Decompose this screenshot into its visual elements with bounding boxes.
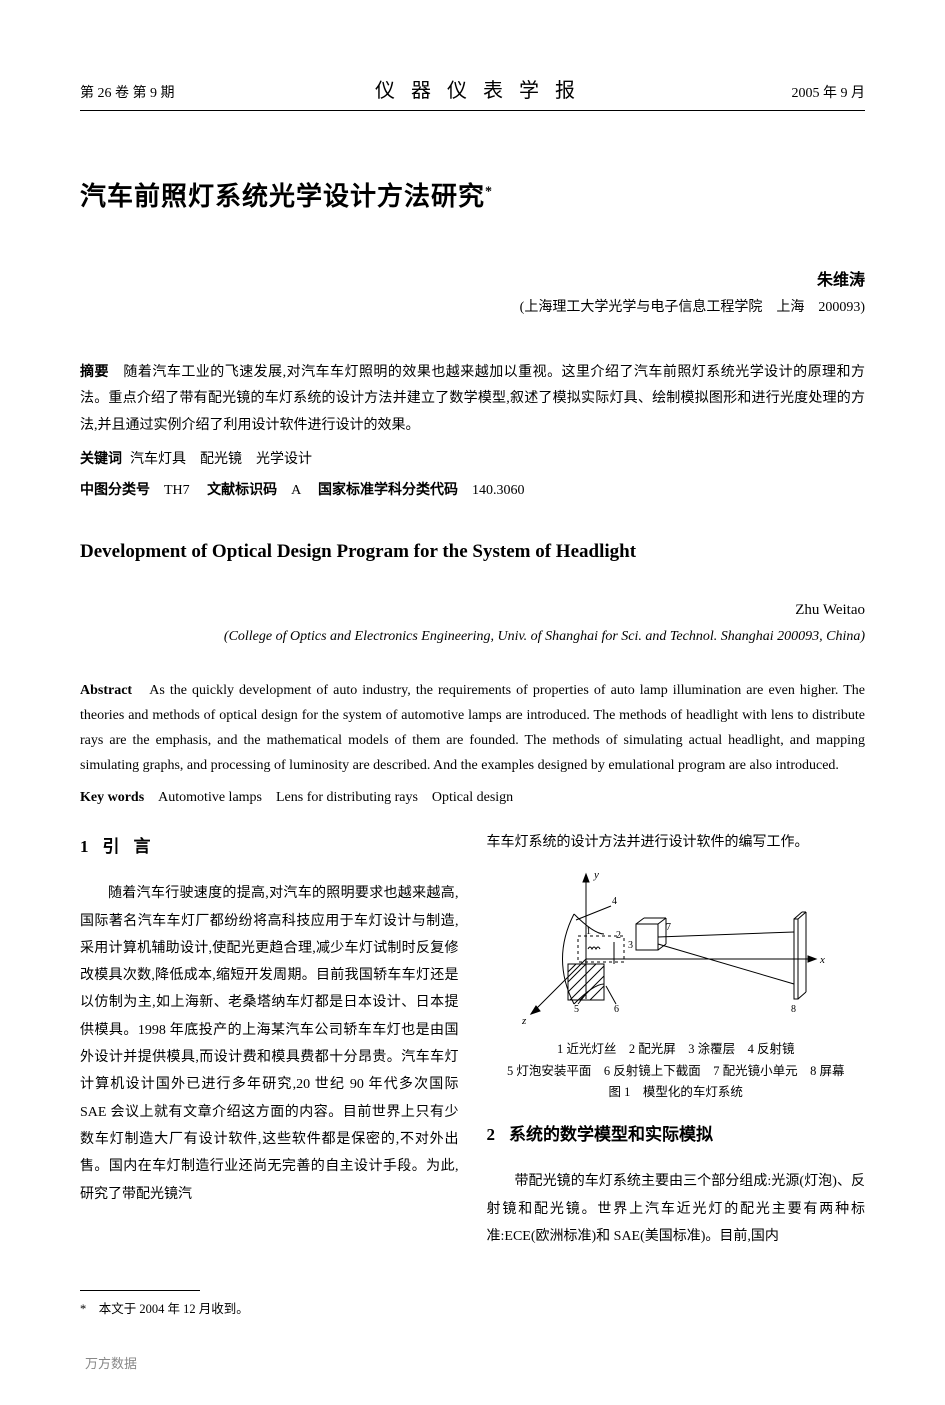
abstract-en: Abstract As the quickly development of a…	[80, 678, 865, 779]
subject-code-value: 140.3060	[458, 483, 525, 498]
section-1-body: 随着汽车行驶速度的提高,对汽车的照明要求也越来越高,国际著名汽车车灯厂都纷纷将高…	[80, 880, 459, 1208]
figure-1: y x z	[487, 864, 866, 1103]
figure-1-title: 图 1 模型化的车灯系统	[487, 1082, 866, 1103]
svg-text:5: 5	[574, 1004, 579, 1015]
figure-1-legend-line2: 5 灯泡安装平面 6 反射镜上下截面 7 配光镜小单元 8 屏幕	[487, 1061, 866, 1082]
figure-1-legend-line1: 1 近光灯丝 2 配光屏 3 涂覆层 4 反射镜	[557, 1042, 795, 1056]
keywords-en-text: Automotive lamps Lens for distributing r…	[144, 790, 513, 805]
title-footnote-marker: *	[485, 184, 493, 199]
svg-text:2: 2	[616, 930, 621, 941]
keywords-cn-text: 汽车灯具 配光镜 光学设计	[130, 452, 312, 467]
section-1-title: 引言	[103, 837, 165, 856]
footnote: * 本文于 2004 年 12 月收到。	[80, 1299, 865, 1319]
svg-text:8: 8	[791, 1004, 796, 1015]
section-2-body: 带配光镜的车灯系统主要由三个部分组成:光源(灯泡)、反射镜和配光镜。世界上汽车近…	[487, 1168, 866, 1250]
keywords-en-label: Key words	[80, 790, 144, 805]
section-1-number: 1	[80, 837, 89, 856]
section-2-number: 2	[487, 1125, 496, 1144]
database-watermark: 万方数据	[85, 1354, 865, 1375]
author-en: Zhu Weitao	[80, 598, 865, 622]
abstract-cn-label: 摘要	[80, 365, 109, 380]
section-1-heading: 1 引言	[80, 833, 459, 860]
right-lead-para: 车车灯系统的设计方法并进行设计软件的编写工作。	[487, 829, 866, 856]
subject-code-label: 国家标准学科分类代码	[318, 483, 458, 498]
keywords-cn-label: 关键词	[80, 452, 122, 467]
section-2-heading: 2 系统的数学模型和实际模拟	[487, 1121, 866, 1148]
svg-text:6: 6	[614, 1004, 619, 1015]
left-column: 1 引言 随着汽车行驶速度的提高,对汽车的照明要求也越来越高,国际著名汽车车灯厂都…	[80, 829, 459, 1250]
figure-1-caption: 1 近光灯丝 2 配光屏 3 涂覆层 4 反射镜 5 灯泡安装平面 6 反射镜上…	[487, 1039, 866, 1103]
svg-text:7: 7	[666, 922, 671, 933]
title-text: 汽车前照灯系统光学设计方法研究	[80, 182, 485, 211]
doc-code-value: A	[277, 483, 314, 498]
right-column: 车车灯系统的设计方法并进行设计软件的编写工作。 y x z	[487, 829, 866, 1250]
header-volume: 第 26 卷 第 9 期	[80, 83, 175, 105]
abstract-en-text: As the quickly development of auto indus…	[80, 683, 865, 774]
abstract-cn-text: 随着汽车工业的飞速发展,对汽车车灯照明的效果也越来越加以重视。这里介绍了汽车前照…	[80, 365, 865, 433]
footnote-rule	[80, 1290, 200, 1291]
affiliation-en: (College of Optics and Electronics Engin…	[80, 626, 865, 648]
svg-text:3: 3	[628, 940, 633, 951]
header-date: 2005 年 9 月	[792, 83, 866, 105]
figure-1-diagram: y x z	[516, 864, 836, 1029]
author-cn: 朱维涛	[817, 272, 865, 289]
abstract-en-label: Abstract	[80, 683, 132, 698]
clc-value: TH7	[150, 483, 204, 498]
svg-text:1: 1	[586, 926, 591, 937]
affiliation-cn: (上海理工大学光学与电子信息工程学院 上海 200093)	[80, 297, 865, 319]
keywords-en: Key words Automotive lamps Lens for dist…	[80, 787, 865, 809]
article-title-cn: 汽车前照灯系统光学设计方法研究*	[80, 176, 865, 218]
clc-label: 中图分类号	[80, 483, 150, 498]
doc-code-label: 文献标识码	[207, 483, 277, 498]
classification-row: 中图分类号 TH7 文献标识码 A 国家标准学科分类代码 140.3060	[80, 480, 865, 502]
svg-text:z: z	[521, 1015, 527, 1027]
page-header: 第 26 卷 第 9 期 仪器仪表学报 2005 年 9 月	[80, 75, 865, 111]
journal-name: 仪器仪表学报	[375, 75, 591, 107]
svg-text:y: y	[593, 869, 599, 881]
section-2-title: 系统的数学模型和实际模拟	[509, 1125, 713, 1144]
article-title-en: Development of Optical Design Program fo…	[80, 537, 865, 567]
body-columns: 1 引言 随着汽车行驶速度的提高,对汽车的照明要求也越来越高,国际著名汽车车灯厂都…	[80, 829, 865, 1250]
keywords-cn: 关键词汽车灯具 配光镜 光学设计	[80, 449, 865, 471]
svg-text:x: x	[819, 954, 825, 966]
abstract-cn: 摘要 随着汽车工业的飞速发展,对汽车车灯照明的效果也越来越加以重视。这里介绍了汽…	[80, 360, 865, 440]
svg-text:4: 4	[612, 896, 617, 907]
